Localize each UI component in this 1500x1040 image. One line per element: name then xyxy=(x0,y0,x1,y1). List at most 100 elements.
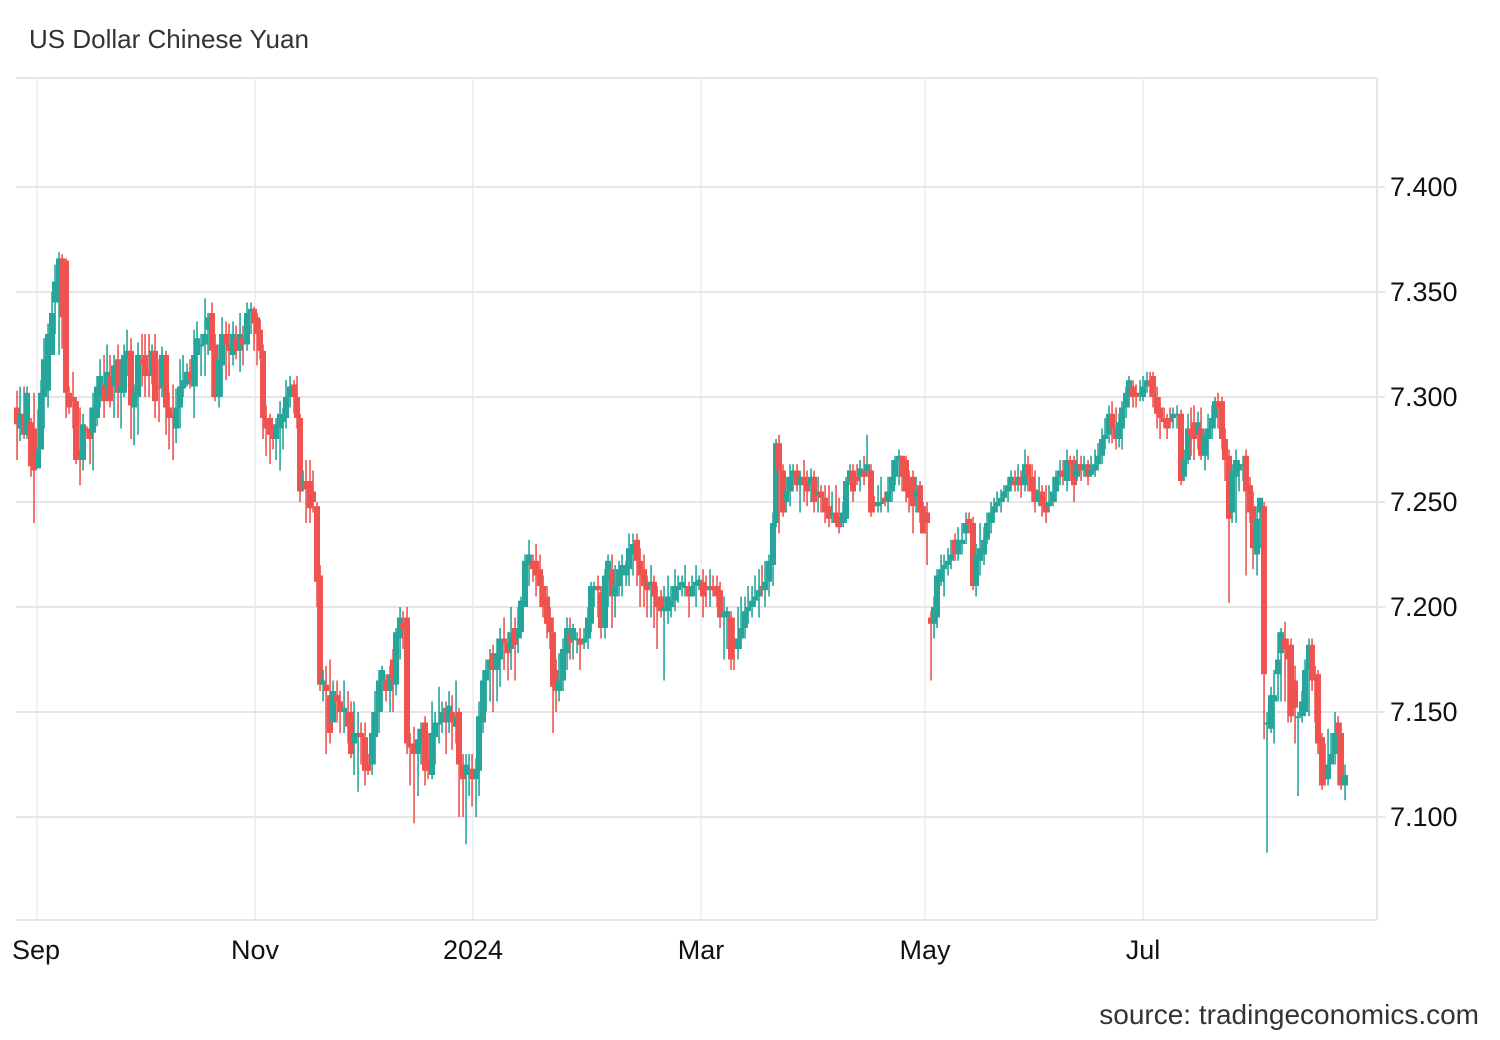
candle-up xyxy=(80,413,86,471)
candle-up xyxy=(1257,497,1263,549)
candle-up xyxy=(783,476,789,513)
candle-up xyxy=(1264,712,1270,853)
vertical-gridlines xyxy=(36,78,1144,920)
candle-down xyxy=(303,460,309,523)
candle-down xyxy=(1071,455,1077,502)
candle-up xyxy=(1119,401,1125,450)
candle-down xyxy=(544,586,550,639)
candle-down xyxy=(383,674,389,702)
candle-down xyxy=(906,470,912,513)
candle-up xyxy=(131,384,137,446)
candle-up xyxy=(159,346,165,397)
candle-up xyxy=(1088,455,1094,477)
candle-down xyxy=(710,575,716,597)
candle-down xyxy=(152,334,158,418)
candle-down xyxy=(577,628,583,670)
candle-up xyxy=(351,701,357,775)
candle-down xyxy=(404,607,410,754)
candle-up xyxy=(752,575,758,607)
candle-up xyxy=(202,298,208,376)
candle-up xyxy=(605,554,611,607)
candle-up xyxy=(387,665,393,712)
candle-up xyxy=(1123,386,1129,418)
candle-up xyxy=(756,569,762,618)
candle-up xyxy=(191,329,197,418)
candle-up xyxy=(913,476,919,513)
candle-down xyxy=(920,502,926,534)
y-tick-label: 7.200 xyxy=(1390,592,1458,622)
source-credit: source: tradingeconomics.com xyxy=(1099,999,1479,1030)
candle-up xyxy=(1254,506,1260,576)
candle-up xyxy=(369,712,375,775)
x-tick-label: Nov xyxy=(231,935,280,965)
candle-up xyxy=(473,758,479,817)
candle-down xyxy=(456,707,462,817)
candle-down xyxy=(1039,485,1045,517)
candle-down xyxy=(871,495,877,513)
candle-up xyxy=(612,565,618,618)
candle-down xyxy=(1109,401,1115,444)
candle-down xyxy=(1025,455,1031,492)
candle-down xyxy=(1243,449,1249,576)
candle-down xyxy=(1032,470,1038,513)
candle-up xyxy=(205,313,211,355)
candle-down xyxy=(1319,733,1325,790)
candle-down xyxy=(1198,407,1204,460)
candle-up xyxy=(330,680,336,723)
candle-down xyxy=(703,575,709,607)
candle-down xyxy=(1247,476,1253,523)
chart-title: US Dollar Chinese Yuan xyxy=(29,24,309,54)
candle-up xyxy=(696,575,702,591)
candle-up xyxy=(630,533,636,576)
candle-up xyxy=(526,539,532,586)
candle-down xyxy=(128,338,134,439)
candle-up xyxy=(483,659,489,712)
candle-up xyxy=(1053,470,1059,502)
candle-down xyxy=(317,565,323,691)
candle-down xyxy=(323,665,329,754)
candle-up xyxy=(591,581,597,607)
candle-up xyxy=(581,628,587,649)
candle-down xyxy=(537,554,543,607)
candle-up xyxy=(1278,628,1284,702)
candle-down xyxy=(1309,638,1315,691)
candle-up xyxy=(668,586,674,618)
candle-up xyxy=(522,554,528,607)
candle-up xyxy=(941,554,947,597)
candle-up xyxy=(38,380,44,450)
candle-up xyxy=(829,491,835,523)
candle-up xyxy=(1081,455,1087,477)
candle-up xyxy=(177,359,183,429)
candle-down xyxy=(818,485,824,513)
candle-up xyxy=(797,470,803,513)
candle-down xyxy=(63,258,69,418)
candle-up xyxy=(379,665,385,712)
candle-up xyxy=(1074,449,1080,481)
candle-down xyxy=(263,405,269,456)
candle-down xyxy=(924,502,930,565)
candle-down xyxy=(1282,621,1288,702)
candle-up xyxy=(1229,464,1235,523)
y-tick-label: 7.250 xyxy=(1390,487,1458,517)
candle-down xyxy=(598,586,604,639)
candle-up xyxy=(1102,418,1108,450)
candle-down xyxy=(115,344,121,418)
candle-up xyxy=(762,560,768,607)
candle-up xyxy=(1295,712,1301,796)
candle-up xyxy=(770,512,776,586)
candle-down xyxy=(348,701,354,759)
candle-up xyxy=(988,502,994,534)
candle-down xyxy=(1215,392,1221,429)
candle-down xyxy=(1292,665,1298,744)
candle-up xyxy=(124,329,130,376)
candle-down xyxy=(1250,491,1256,570)
candle-down xyxy=(163,350,169,435)
candle-up xyxy=(97,359,103,408)
candle-down xyxy=(1029,464,1035,502)
candle-up xyxy=(194,321,200,387)
candle-up xyxy=(619,554,625,597)
candle-up xyxy=(885,476,891,513)
x-tick-label: Jul xyxy=(1126,935,1161,965)
candle-down xyxy=(717,581,723,628)
candle-up xyxy=(981,527,987,565)
